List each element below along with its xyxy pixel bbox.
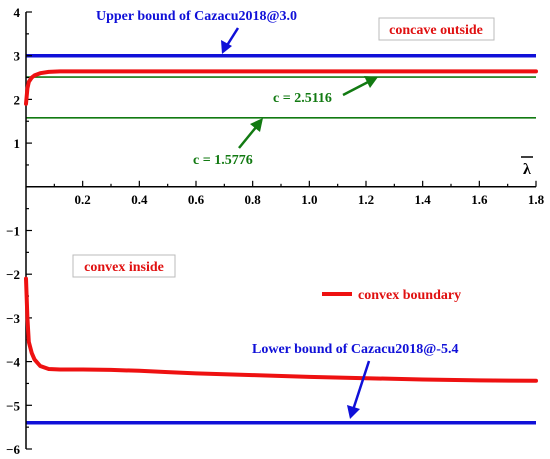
convex-label-box <box>72 254 176 278</box>
y-tick-label: −1 <box>6 224 20 239</box>
y-tick-label: −2 <box>6 267 20 282</box>
series-convex-boundary-segment-1 <box>24 276 538 383</box>
arrow-c-upper <box>342 76 378 97</box>
y-tick-label: 1 <box>14 136 21 151</box>
y-tick-label: −4 <box>6 355 20 370</box>
c-upper-label: c = 2.5116 <box>273 91 332 106</box>
arrow-c-lower <box>238 118 263 149</box>
x-axis-label: λ <box>523 161 531 178</box>
arrow-lower-bound <box>347 360 371 419</box>
x-tick-label: 0.8 <box>245 192 262 207</box>
x-tick-label: 1.6 <box>471 192 488 207</box>
y-tick-label: 3 <box>14 49 21 64</box>
x-tick-label: 1.8 <box>528 192 545 207</box>
x-tick-label: 0.2 <box>75 192 91 207</box>
y-tick-label: 2 <box>14 92 21 107</box>
concave-label: concave outside <box>389 23 483 38</box>
x-tick-label: 0.6 <box>188 192 205 207</box>
c-lower-label: c = 1.5776 <box>193 153 253 168</box>
reference-lines <box>26 53 536 425</box>
arrow-upper-bound <box>221 27 240 54</box>
x-tick-label: 0.4 <box>131 192 148 207</box>
y-tick-label: −5 <box>6 398 20 413</box>
x-tick-label: 1.4 <box>415 192 432 207</box>
y-tick-label: −6 <box>6 442 20 457</box>
x-tick-label: 1.2 <box>358 192 374 207</box>
y-tick-label: −3 <box>6 311 20 326</box>
series-layer <box>24 69 538 383</box>
legend-label-convex-boundary: convex boundary <box>358 288 461 303</box>
x-tick-label: 1.0 <box>301 192 317 207</box>
y-tick-label: 4 <box>14 5 21 20</box>
convex-label: convex inside <box>84 260 164 275</box>
axes: 0.2 0.4 0.6 0.8 1.0 1.2 1.4 1.6 1.8 4 3 2 1 −1 −2 −3 −4 −… <box>6 5 545 457</box>
concave-label-box <box>378 17 495 41</box>
upper-bound-label: Upper bound of Cazacu2018@3.0 <box>96 9 297 24</box>
lower-bound-label: Lower bound of Cazacu2018@-5.4 <box>252 342 458 357</box>
series-convex-boundary-segment-0 <box>24 69 538 106</box>
